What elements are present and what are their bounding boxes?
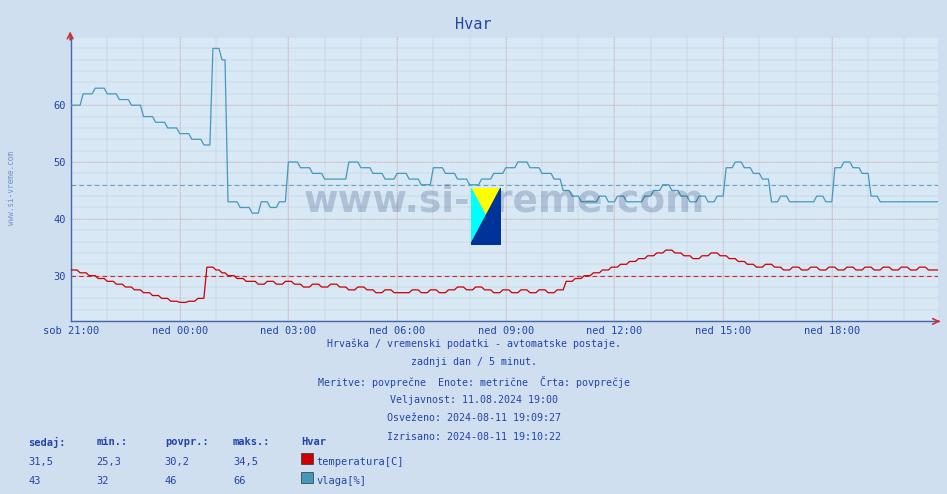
Text: 46: 46 (165, 476, 177, 486)
Text: 43: 43 (28, 476, 41, 486)
Text: 34,5: 34,5 (233, 457, 258, 467)
Text: Izrisano: 2024-08-11 19:10:22: Izrisano: 2024-08-11 19:10:22 (386, 432, 561, 442)
Text: vlaga[%]: vlaga[%] (316, 476, 366, 486)
Text: povpr.:: povpr.: (165, 437, 208, 447)
Text: temperatura[C]: temperatura[C] (316, 457, 403, 467)
Text: Hvar: Hvar (301, 437, 326, 447)
Polygon shape (471, 188, 501, 245)
Text: 32: 32 (97, 476, 109, 486)
Text: zadnji dan / 5 minut.: zadnji dan / 5 minut. (410, 357, 537, 367)
Text: Meritve: povprečne  Enote: metrične  Črta: povprečje: Meritve: povprečne Enote: metrične Črta:… (317, 376, 630, 388)
Text: www.si-vreme.com: www.si-vreme.com (304, 184, 705, 220)
Text: sedaj:: sedaj: (28, 437, 66, 448)
Polygon shape (471, 188, 501, 245)
Text: 30,2: 30,2 (165, 457, 189, 467)
Text: www.si-vreme.com: www.si-vreme.com (7, 151, 16, 225)
Text: 66: 66 (233, 476, 245, 486)
Text: min.:: min.: (97, 437, 128, 447)
Text: 25,3: 25,3 (97, 457, 121, 467)
Text: Osveženo: 2024-08-11 19:09:27: Osveženo: 2024-08-11 19:09:27 (386, 413, 561, 423)
Text: Veljavnost: 11.08.2024 19:00: Veljavnost: 11.08.2024 19:00 (389, 395, 558, 405)
Polygon shape (471, 188, 501, 245)
Text: Hvar: Hvar (456, 17, 491, 32)
Text: maks.:: maks.: (233, 437, 271, 447)
Text: 31,5: 31,5 (28, 457, 53, 467)
Text: Hrvaška / vremenski podatki - avtomatske postaje.: Hrvaška / vremenski podatki - avtomatske… (327, 338, 620, 349)
